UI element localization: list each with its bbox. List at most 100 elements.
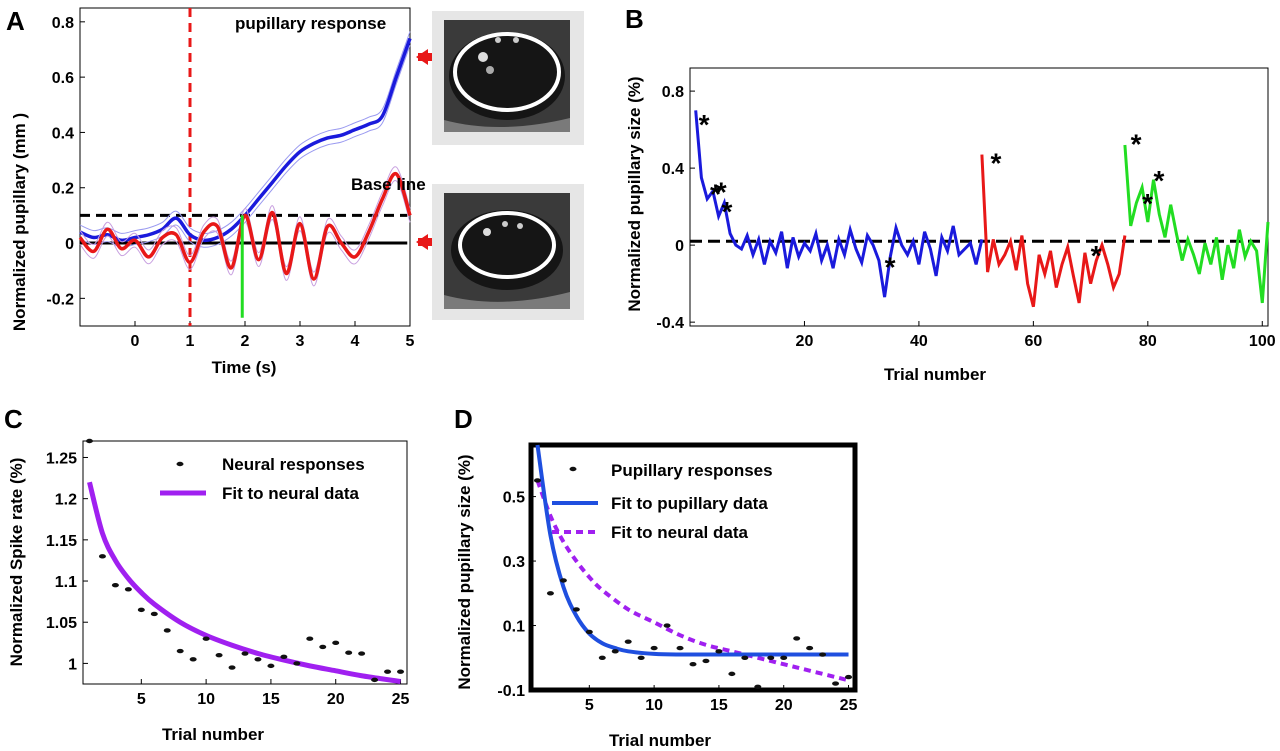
y-tick-label: 0.5: [503, 490, 525, 507]
panel-d-xlabel: Trial number: [609, 731, 711, 750]
arrow-to-response-icon: [416, 49, 432, 65]
panel-d-letter: D: [454, 404, 473, 434]
pupillary-response-point: [572, 607, 580, 612]
significance-asterisk: *: [716, 177, 727, 208]
y-tick-label: -0.1: [497, 683, 525, 700]
legend-neural-marker: [176, 461, 184, 467]
x-tick-label: 5: [137, 691, 146, 708]
y-tick-label: 1: [68, 656, 77, 673]
pupillary-response-point: [559, 578, 567, 583]
y-tick-label: 0.2: [52, 181, 74, 198]
neural-response-point: [358, 651, 366, 656]
y-tick-label: -0.2: [46, 291, 74, 308]
pupillary-response-point: [546, 591, 554, 596]
significance-asterisk: *: [990, 148, 1001, 179]
pupillary-fit-curve: [535, 444, 849, 657]
legend-fit-pupillary: Fit to pupillary data: [611, 494, 768, 513]
pupillary-response-point: [598, 655, 606, 660]
significance-asterisk: *: [1142, 188, 1153, 219]
neural-response-point: [397, 669, 405, 674]
significance-asterisk: *: [710, 179, 721, 210]
x-tick-label: 4: [351, 333, 360, 350]
panel-a-xlabel: Time (s): [212, 358, 277, 377]
pupillary-response-point: [676, 645, 684, 651]
neural-response-point: [254, 657, 262, 662]
y-tick-label: 0.8: [52, 15, 74, 32]
panel-b-chart: 20 40 60 80 100-0.400.40.8**********: [656, 67, 1276, 350]
panel-c-letter: C: [4, 404, 23, 434]
y-tick-label: 1.05: [46, 615, 77, 632]
panel-a-letter: A: [6, 6, 25, 36]
x-tick-label: 15: [262, 691, 280, 708]
eye-image-baseline: [432, 184, 584, 320]
significance-asterisk: *: [1131, 128, 1142, 159]
y-tick-label: 0: [65, 236, 74, 253]
red-trial-line: [980, 154, 1127, 308]
significance-asterisk: *: [1154, 165, 1165, 196]
y-tick-label: 0.1: [503, 619, 525, 636]
neural-response-point: [124, 587, 132, 592]
pupillary-response-point: [832, 681, 840, 686]
neural-fit-curve: [87, 481, 401, 685]
pupillary-response-point: [650, 645, 658, 651]
panel-c-xlabel: Trial number: [162, 725, 264, 744]
x-tick-label: 15: [710, 697, 728, 714]
pupillary-response-label: pupillary response: [235, 14, 386, 33]
neural-response-point: [176, 648, 184, 654]
panel-d-frame: [528, 442, 858, 693]
x-tick-label: 20: [327, 691, 345, 708]
panel-a-chart: 0 1 2 3 4 5 -0.2 0 0.2 0.4 0.6 0.8: [46, 7, 415, 350]
y-tick-label: 0.8: [662, 84, 684, 101]
panel-b-frame: [689, 67, 1269, 327]
neural-response-point: [293, 661, 301, 666]
pupillary-response-point: [741, 655, 749, 660]
panel-d-chart: 5 10 15 20 25 -0.1 0.1 0.3 0.5 Pupillary response…: [497, 442, 858, 714]
neural-response-point: [332, 640, 340, 646]
y-tick-label: 1.2: [55, 492, 77, 509]
legend-pupillary-marker: [569, 466, 577, 472]
y-tick-label: 0.6: [52, 70, 74, 87]
blue-trial-line: [694, 110, 984, 298]
panel-c-ylabel: Normalized Spike rate (%): [7, 458, 26, 667]
neural-response-point: [319, 644, 327, 650]
blue-response-line: [79, 37, 412, 243]
x-tick-label: 10: [197, 691, 215, 708]
pupillary-response-point: [728, 671, 736, 677]
pupillary-response-point: [780, 655, 788, 660]
significance-asterisk: *: [1091, 240, 1102, 271]
neural-response-point: [215, 652, 223, 658]
x-tick-label: 20: [775, 697, 793, 714]
pupillary-response-point: [715, 649, 723, 654]
neural-response-point: [280, 654, 288, 660]
panel-b-letter: B: [625, 4, 644, 34]
pupillary-response-point: [533, 478, 541, 483]
y-tick-label: -0.4: [656, 315, 684, 332]
x-tick-label: 60: [1024, 333, 1042, 350]
pupillary-response-point: [585, 629, 593, 635]
panel-a-frame: [79, 7, 411, 327]
neural-fit-dashed-curve: [535, 479, 850, 683]
baseline-label: Base line: [351, 175, 426, 194]
pupillary-response-point: [689, 662, 697, 667]
neural-response-point: [163, 628, 171, 633]
x-tick-label: 5: [585, 697, 594, 714]
sem-lower-line: [79, 180, 411, 287]
x-tick-label: 40: [910, 333, 928, 350]
x-tick-label: 20: [796, 333, 814, 350]
x-tick-label: 3: [296, 333, 305, 350]
pupillary-response-point: [767, 655, 775, 660]
y-tick-label: 1.15: [46, 533, 77, 550]
panel-b-ylabel: Normalized pupillary size (%): [625, 76, 644, 311]
neural-response-point: [98, 554, 106, 559]
x-tick-label: 10: [645, 697, 663, 714]
y-tick-label: 1.25: [46, 450, 77, 467]
green-trial-line: [1123, 144, 1270, 304]
sem-upper-line: [79, 166, 411, 273]
pupillary-response-point: [754, 684, 762, 689]
neural-response-point: [345, 650, 353, 655]
neural-response-point: [371, 677, 379, 683]
pupillary-response-point: [624, 639, 632, 644]
panel-a-ylabel: Normalized pupillary (mm ): [10, 113, 29, 331]
legend-fit-neural: Fit to neural data: [611, 523, 749, 542]
